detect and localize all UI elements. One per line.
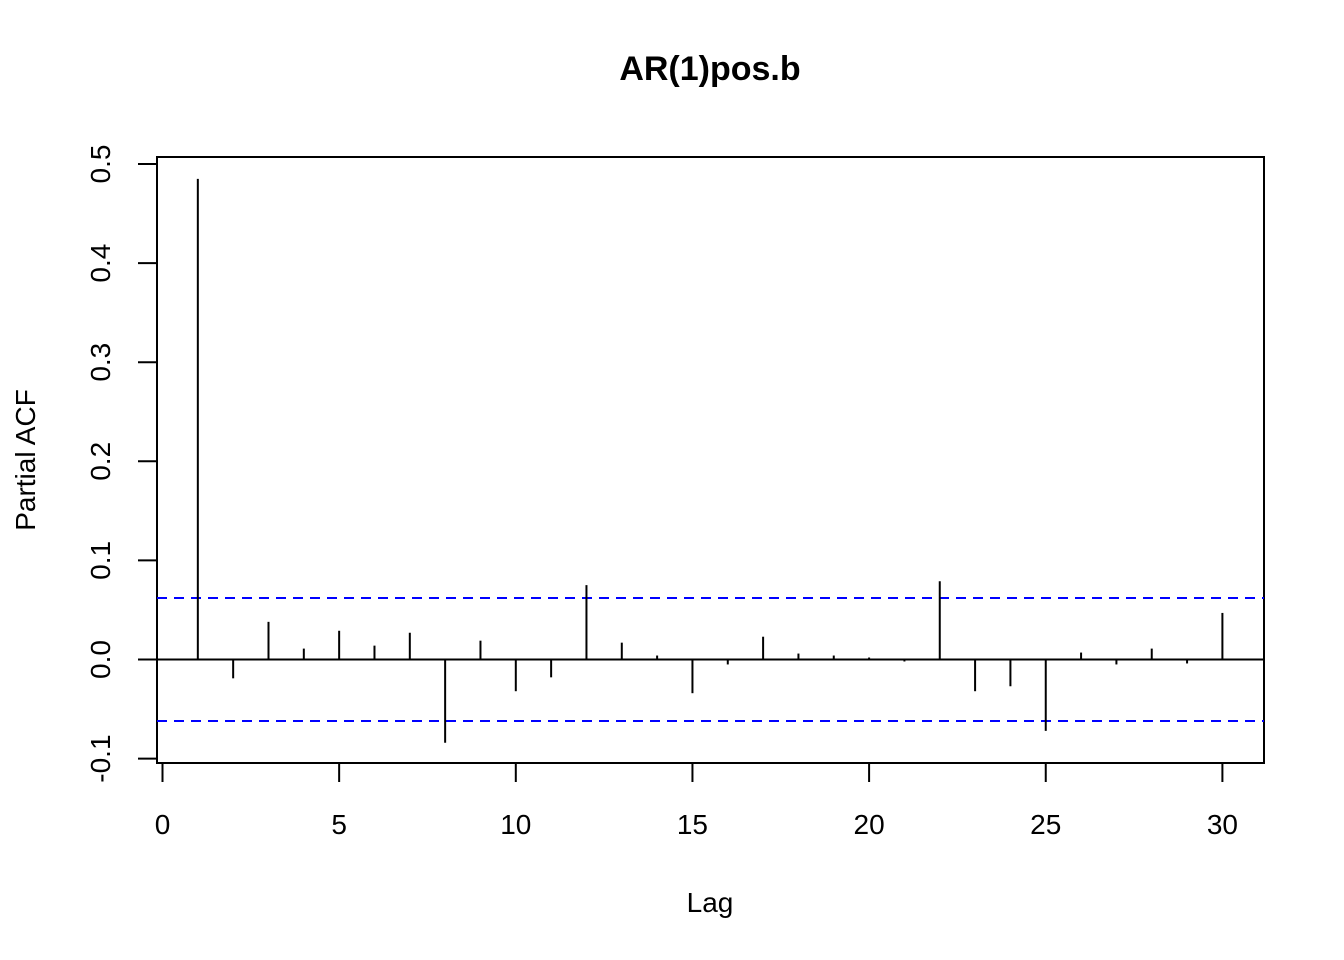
pacf-bars xyxy=(196,178,1224,743)
y-tick-label: 0.1 xyxy=(85,541,116,580)
confidence-bounds xyxy=(157,597,1264,722)
x-tick-label: 20 xyxy=(854,809,885,840)
x-tick-label: 30 xyxy=(1207,809,1238,840)
x-tick-label: 5 xyxy=(331,809,347,840)
y-tick-label: 0.0 xyxy=(85,640,116,679)
y-tick-label: 0.4 xyxy=(85,244,116,283)
x-axis: 0 5 10 15 20 25 30 xyxy=(155,762,1238,840)
y-tick-label: -0.1 xyxy=(85,734,116,782)
x-tick-label: 25 xyxy=(1030,809,1061,840)
y-tick-label: 0.3 xyxy=(85,343,116,382)
plot-frame xyxy=(156,156,1265,764)
x-tick-label: 15 xyxy=(677,809,708,840)
y-tick-label: 0.5 xyxy=(85,145,116,184)
y-axis-label: Partial ACF xyxy=(10,389,41,531)
x-axis-label: Lag xyxy=(687,887,734,918)
chart-title: AR(1)pos.b xyxy=(619,50,800,88)
y-tick-label: 0.2 xyxy=(85,442,116,481)
y-axis: -0.1 0.0 0.1 0.2 0.3 0.4 0.5 xyxy=(85,145,158,783)
x-tick-label: 10 xyxy=(500,809,531,840)
x-tick-label: 0 xyxy=(155,809,171,840)
